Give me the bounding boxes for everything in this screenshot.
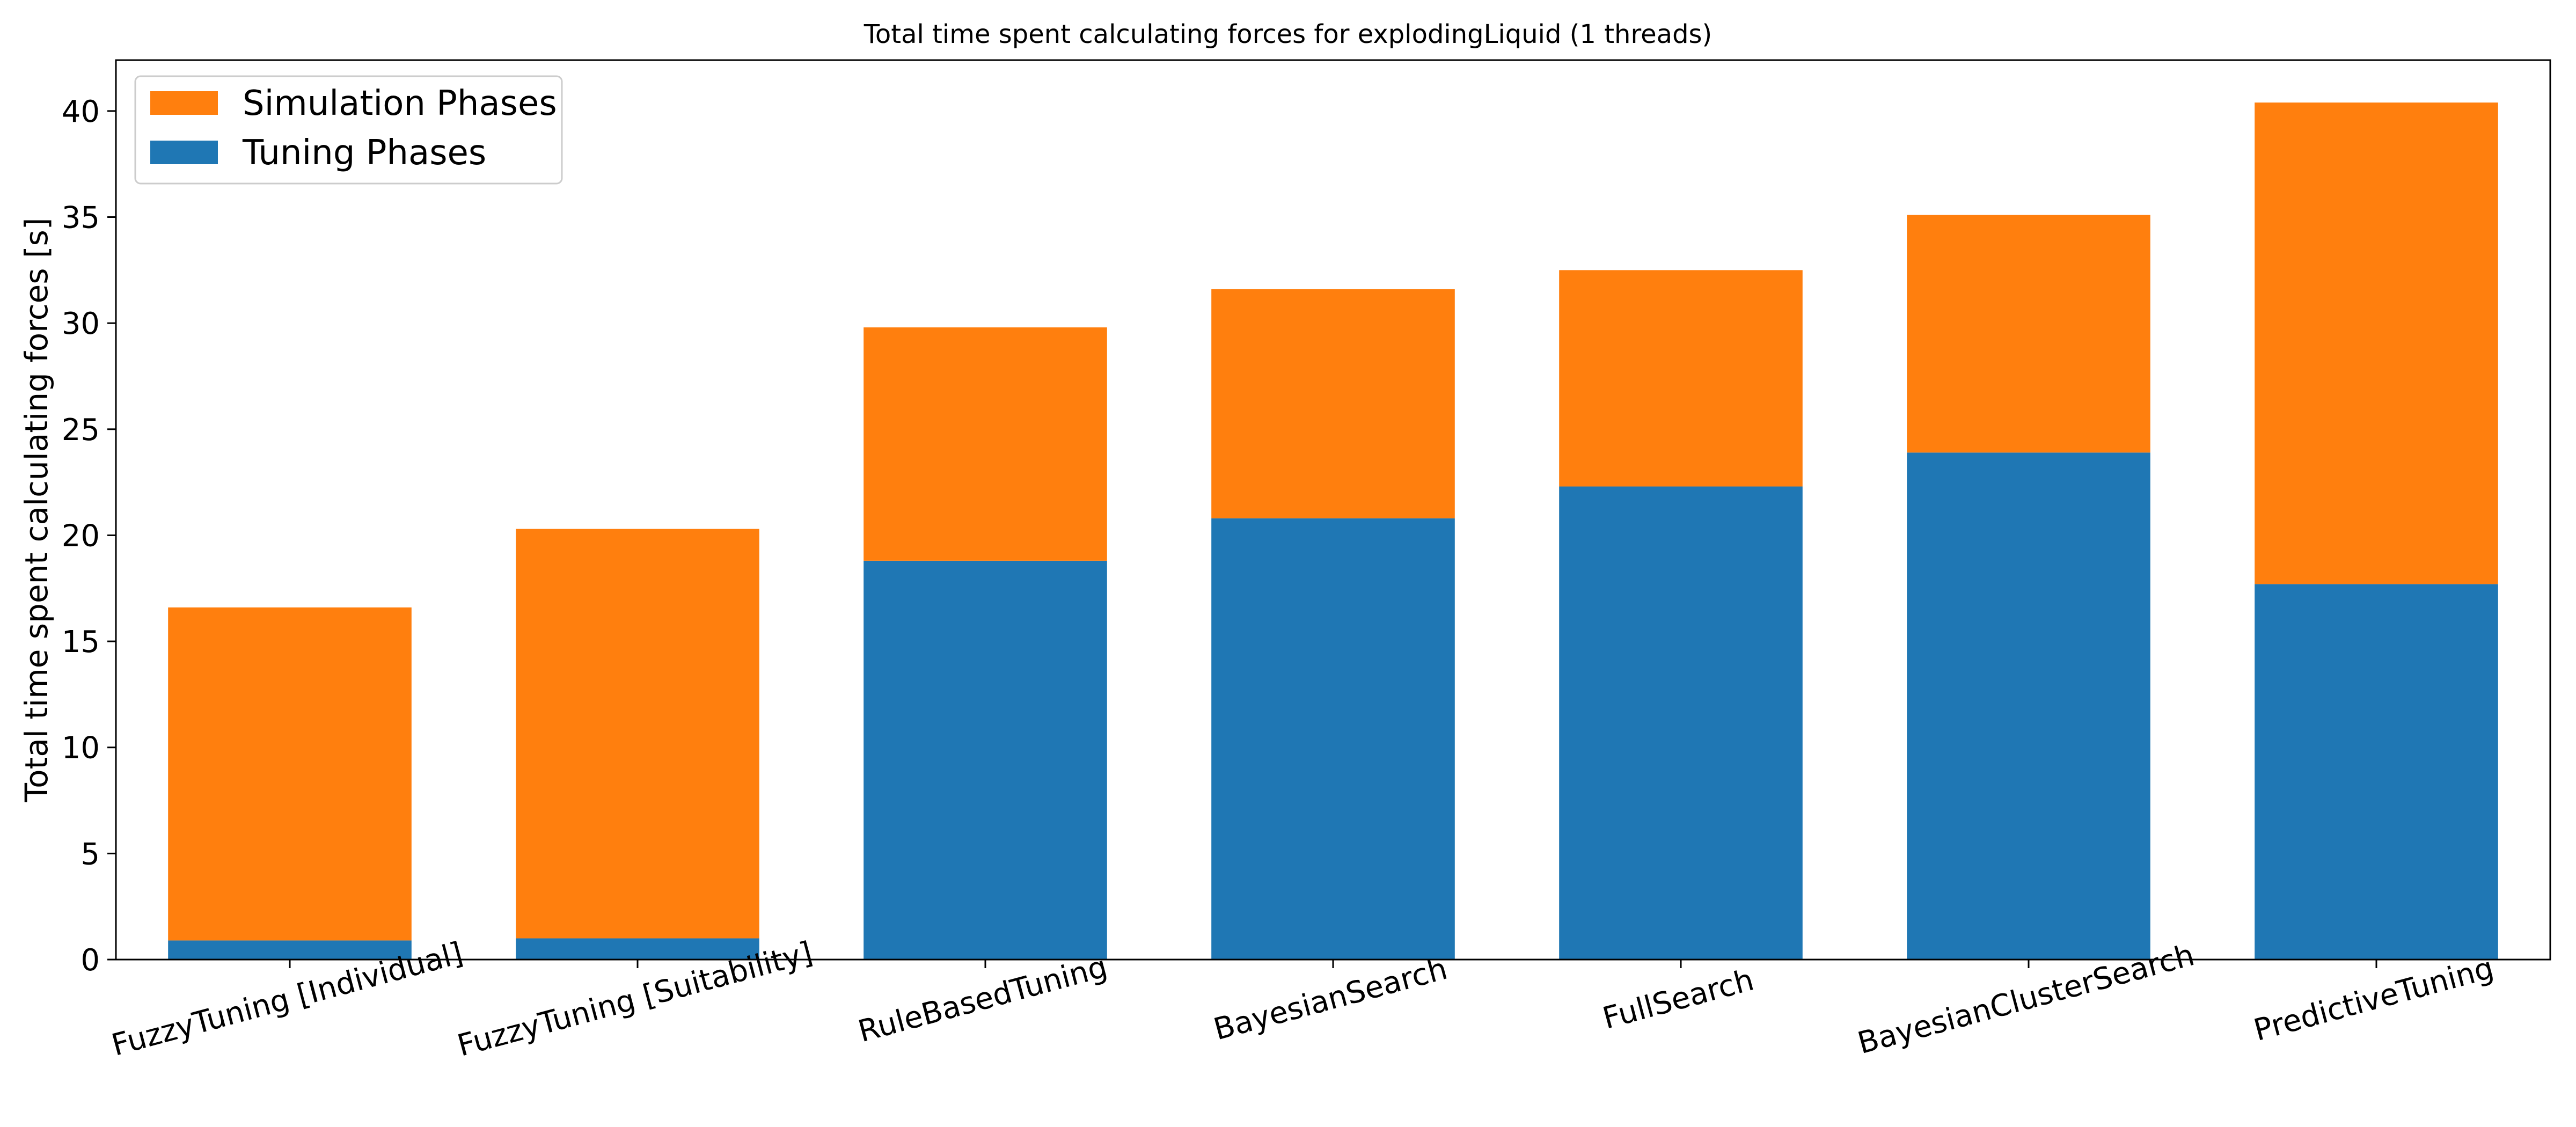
legend-label-tuning: Tuning Phases — [242, 133, 486, 173]
chart-title: Total time spent calculating forces for … — [863, 19, 1713, 49]
bar-tuning-phases-bayesiansearch — [1211, 518, 1455, 960]
bar-simulation-phases-fullsearch — [1559, 270, 1803, 487]
y-tick-label-20: 20 — [62, 518, 100, 553]
bar-tuning-phases-rulebasedtuning — [863, 560, 1107, 960]
y-tick-label-30: 30 — [62, 306, 100, 341]
bar-simulation-phases-bayesiansearch — [1211, 289, 1455, 518]
legend-label-simulation: Simulation Phases — [243, 84, 557, 123]
y-tick-label-0: 0 — [80, 943, 100, 978]
bar-tuning-phases-predictivetuning — [2255, 584, 2498, 960]
bar-simulation-phases-rulebasedtuning — [863, 327, 1107, 561]
x-tick-label-fullsearch: FullSearch — [1599, 962, 1758, 1036]
legend-swatch-simulation — [150, 91, 218, 115]
plot-frame — [115, 59, 2551, 961]
bar-simulation-phases-fuzzytuning-individual — [168, 607, 412, 941]
bar-tuning-phases-fuzzytuning-individual — [168, 940, 412, 960]
y-tick-label-15: 15 — [62, 625, 100, 660]
x-tick-label-predictivetuning: PredictiveTuning — [2250, 950, 2498, 1048]
y-axis: 0 5 10 15 20 25 30 35 40 — [62, 94, 116, 978]
y-tick-label-5: 5 — [80, 837, 100, 872]
legend-swatch-tuning — [150, 141, 218, 164]
bar-tuning-phases-fuzzytuning-suitability — [516, 938, 759, 960]
x-tick-label-bayesiansearch: BayesianSearch — [1210, 952, 1451, 1048]
bar-simulation-phases-fuzzytuning-suitability — [516, 529, 759, 939]
bar-tuning-phases-bayesianclustersearch — [1907, 452, 2150, 960]
legend: Simulation Phases Tuning Phases — [134, 75, 563, 185]
y-axis-label: Total time spent calculating forces [s] — [18, 218, 55, 803]
y-tick-label-25: 25 — [62, 413, 100, 448]
bar-simulation-phases-bayesianclustersearch — [1907, 215, 2150, 453]
bar-simulation-phases-predictivetuning — [2255, 103, 2498, 584]
bars-group — [168, 103, 2498, 960]
y-tick-label-35: 35 — [62, 201, 100, 236]
y-tick-label-40: 40 — [62, 94, 100, 129]
x-tick-label-rulebasedtuning: RuleBasedTuning — [854, 949, 1111, 1049]
legend-frame — [134, 75, 563, 185]
y-tick-label-10: 10 — [62, 731, 100, 766]
bar-tuning-phases-fullsearch — [1559, 486, 1803, 960]
